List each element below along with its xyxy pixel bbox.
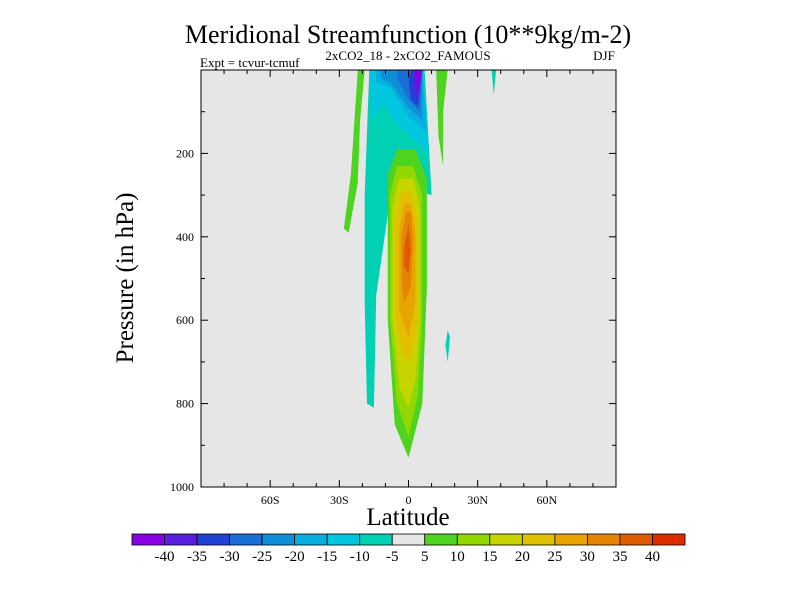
contour-region-15 <box>403 224 411 275</box>
chart-title: Meridional Streamfunction (10**9kg/m-2) <box>185 20 631 49</box>
colorbar-swatch <box>424 533 458 546</box>
colorbar-label: -10 <box>350 549 370 565</box>
colorbar-swatch <box>326 533 361 546</box>
contour-layer <box>343 70 497 458</box>
colorbar-swatch <box>391 533 426 546</box>
colorbar-swatch <box>164 533 198 546</box>
x-tick-label: 60S <box>261 493 280 507</box>
contour-region-17 <box>438 70 444 104</box>
colorbar-swatch <box>521 533 556 546</box>
contour-region-16 <box>436 70 448 166</box>
colorbar: -40 -35 -30 -25 -20 -15 -10 -5 5 10 15 20 25 30 35 40 <box>131 533 686 565</box>
colorbar-label: 40 <box>645 549 660 565</box>
colorbar-label: 15 <box>482 549 497 565</box>
x-axis-title: Latitude <box>366 504 449 531</box>
contour-region-18 <box>445 330 450 362</box>
season-label: DJF <box>593 48 615 63</box>
x-tick-label: 0 <box>406 493 412 507</box>
colorbar-label: -40 <box>155 549 175 565</box>
colorbar-label: -25 <box>252 549 272 565</box>
y-tick-label: 1000 <box>170 480 194 494</box>
colorbar-swatch <box>261 533 296 546</box>
colorbar-swatch <box>294 533 328 546</box>
colorbar-label: -30 <box>220 549 240 565</box>
x-axis: 60S 30S 0 30N 60N <box>223 70 594 507</box>
colorbar-label: 30 <box>580 549 595 565</box>
x-tick-label: 30S <box>330 493 349 507</box>
colorbar-label: 35 <box>612 549 627 565</box>
colorbar-swatch <box>554 533 588 546</box>
y-tick-label: 200 <box>176 146 194 160</box>
y-axis-title: Pressure (in hPa) <box>112 193 139 364</box>
colorbar-label: -5 <box>386 549 399 565</box>
x-tick-label: 30N <box>467 493 488 507</box>
contour-region-8 <box>415 70 423 93</box>
colorbar-swatch <box>229 533 263 546</box>
colorbar-label: 5 <box>421 549 429 565</box>
y-axis: 200 400 600 800 1000 <box>170 111 616 494</box>
colorbar-swatch <box>587 533 621 546</box>
colorbar-label: 20 <box>515 549 530 565</box>
colorbar-swatch <box>456 533 491 546</box>
colorbar-swatch <box>196 533 230 546</box>
colorbar-label: -35 <box>187 549 207 565</box>
colorbar-label: -20 <box>285 549 305 565</box>
contour-region-19 <box>491 70 497 95</box>
y-tick-label: 800 <box>176 397 194 411</box>
colorbar-swatch <box>489 533 523 546</box>
colorbar-label: 25 <box>547 549 562 565</box>
colorbar-swatch <box>619 533 653 546</box>
colorbar-swatch <box>652 533 686 546</box>
y-tick-label: 400 <box>176 230 194 244</box>
colorbar-label: 10 <box>450 549 465 565</box>
contour-region-0 <box>343 70 365 233</box>
x-tick-label: 60N <box>536 493 557 507</box>
colorbar-label: -15 <box>317 549 337 565</box>
experiment-label: Expt = tcvur-tcmuf <box>200 55 300 70</box>
comparison-label: 2xCO2_18 - 2xCO2_FAMOUS <box>325 48 490 63</box>
colorbar-swatch <box>359 533 393 546</box>
y-tick-label: 600 <box>176 313 194 327</box>
colorbar-swatch <box>131 533 165 546</box>
